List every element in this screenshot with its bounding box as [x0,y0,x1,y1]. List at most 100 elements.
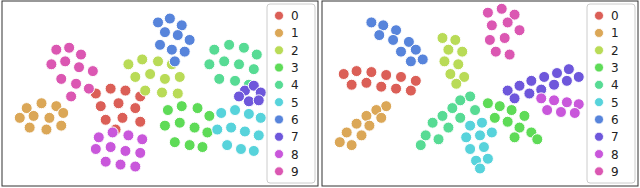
point [130,71,141,82]
legend-label: 2 [291,44,299,58]
point [202,127,213,138]
point [465,144,476,155]
point [502,17,513,28]
legend-label: 8 [291,148,299,162]
legend-marker [595,11,604,20]
point [549,79,560,90]
point [351,66,362,77]
point [153,17,164,28]
point [113,98,124,109]
legend-label: 0 [611,9,619,23]
legend-marker [275,80,284,89]
legend-label: 6 [611,113,619,127]
point [123,130,134,141]
legend-label: 1 [291,26,299,40]
frame [2,1,318,186]
point [561,97,572,108]
point [219,56,230,67]
legend-marker [275,46,284,55]
point [484,34,495,45]
point [396,46,407,57]
point [457,46,468,57]
point [356,130,367,141]
point [174,117,185,128]
point [135,147,146,158]
point [465,120,476,131]
point [172,30,183,41]
point [437,33,448,44]
point [248,64,259,75]
point [197,142,208,153]
point [361,77,372,88]
point [334,137,345,148]
point [253,130,264,141]
point [465,91,476,102]
point [341,127,352,138]
legend-label: 5 [291,96,299,110]
point [56,120,67,131]
legend-label: 2 [611,44,619,58]
point [117,112,128,123]
plot-background [2,1,318,186]
point [130,161,141,172]
point [445,69,456,80]
point [166,44,177,55]
legend-marker [595,28,604,37]
point [153,56,164,67]
point [494,101,505,112]
point [376,112,387,123]
legend-box [267,4,315,183]
point [482,153,493,164]
point [486,127,497,138]
point [374,30,385,41]
legend-marker [595,46,604,55]
point [159,27,170,38]
points [14,13,266,172]
point [346,140,357,151]
point [162,105,173,116]
point [56,73,67,84]
point [364,120,375,131]
point [74,62,85,73]
point [447,103,458,114]
point [396,71,407,82]
point [184,140,195,151]
point [159,120,170,131]
legend-marker [595,167,604,176]
point [130,103,141,114]
point [366,17,377,28]
point [137,134,148,145]
point [433,134,444,145]
point [123,59,134,70]
point [450,34,461,45]
legend-label: 0 [291,9,299,23]
legend-marker [275,167,284,176]
legend-marker [595,132,604,141]
legend-marker [275,63,284,72]
legend-marker [275,115,284,124]
point [542,105,553,116]
point [439,56,450,67]
point [532,134,543,145]
point [71,78,82,89]
point [391,83,402,94]
legend-label: 7 [291,130,299,144]
point [453,59,464,70]
point [536,93,547,104]
point [405,56,416,67]
point [482,7,493,18]
point [145,69,156,80]
legend-label: 1 [611,26,619,40]
legend-label: 9 [291,165,299,179]
point [243,108,254,119]
point [555,107,566,118]
point [248,145,259,156]
point [169,56,180,67]
point [189,122,200,133]
point [222,140,233,151]
point [46,59,57,70]
point [105,142,116,153]
point [443,122,454,133]
point [427,117,438,128]
point [417,54,428,65]
